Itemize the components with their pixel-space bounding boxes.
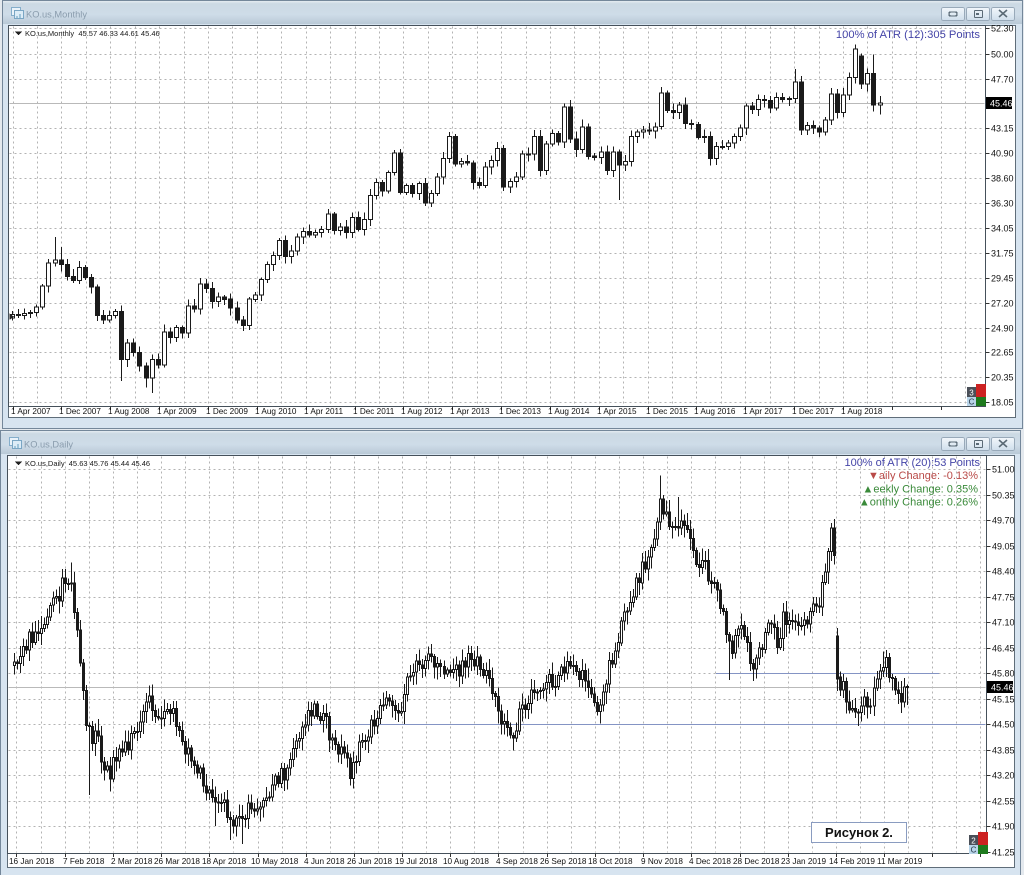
svg-text:1 Dec 2015: 1 Dec 2015 (646, 407, 688, 416)
svg-text:▼aily Change: -0.13%: ▼aily Change: -0.13% (868, 470, 978, 482)
svg-text:1 Apr 2011: 1 Apr 2011 (304, 407, 343, 416)
svg-text:KO.us,Daily: KO.us,Daily (24, 440, 73, 450)
svg-text:4 Dec 2018: 4 Dec 2018 (689, 857, 731, 866)
svg-text:23 Jan 2019: 23 Jan 2019 (781, 857, 827, 866)
svg-text:26 Mar 2018: 26 Mar 2018 (154, 857, 200, 866)
svg-text:4 Jun 2018: 4 Jun 2018 (304, 857, 345, 866)
svg-text:50.00: 50.00 (991, 50, 1014, 60)
svg-text:47.70: 47.70 (991, 75, 1014, 85)
svg-text:KO.us,Monthly: KO.us,Monthly (26, 10, 87, 20)
svg-text:51.00: 51.00 (992, 465, 1015, 475)
svg-text:▲eekly Change: 0.35%: ▲eekly Change: 0.35% (863, 484, 979, 496)
svg-text:49.05: 49.05 (992, 542, 1015, 552)
svg-text:1 Aug 2014: 1 Aug 2014 (548, 407, 590, 416)
svg-text:44.50: 44.50 (992, 720, 1015, 730)
svg-text:34.05: 34.05 (991, 224, 1014, 234)
svg-text:1 Dec 2007: 1 Dec 2007 (59, 407, 101, 416)
svg-text:41.90: 41.90 (992, 822, 1015, 832)
svg-text:7 Feb 2018: 7 Feb 2018 (63, 857, 105, 866)
svg-text:29.45: 29.45 (991, 274, 1014, 284)
svg-text:31.75: 31.75 (991, 249, 1014, 259)
svg-text:1 Apr 2009: 1 Apr 2009 (157, 407, 197, 416)
svg-text:1 Apr 2015: 1 Apr 2015 (597, 407, 637, 416)
svg-text:Рисунок 2.: Рисунок 2. (825, 825, 893, 840)
svg-text:10 May 2018: 10 May 2018 (251, 857, 299, 866)
svg-text:1 Dec 2017: 1 Dec 2017 (792, 407, 834, 416)
svg-text:▲onthly Change: 0.26%: ▲onthly Change: 0.26% (859, 497, 978, 509)
svg-text:100% of ATR (20):53 Points: 100% of ATR (20):53 Points (844, 457, 980, 469)
svg-text:1 Apr 2007: 1 Apr 2007 (11, 407, 51, 416)
svg-text:45.15: 45.15 (992, 695, 1015, 705)
svg-text:1 Dec 2009: 1 Dec 2009 (206, 407, 248, 416)
svg-text:43.85: 43.85 (992, 746, 1015, 756)
svg-text:24.90: 24.90 (991, 324, 1014, 334)
svg-text:20.35: 20.35 (991, 373, 1014, 383)
svg-text:3: 3 (969, 389, 974, 398)
svg-text:28 Dec 2018: 28 Dec 2018 (733, 857, 780, 866)
svg-text:18 Apr 2018: 18 Apr 2018 (202, 857, 247, 866)
svg-text:16 Jan 2018: 16 Jan 2018 (9, 857, 55, 866)
svg-text:4 Sep 2018: 4 Sep 2018 (496, 857, 538, 866)
svg-text:45.80: 45.80 (992, 669, 1015, 679)
svg-text:KO.us,Monthly 45.57 46.33 44.: KO.us,Monthly 45.57 46.33 44.61 45.46 (25, 29, 160, 38)
svg-text:52.30: 52.30 (991, 24, 1014, 34)
svg-text:11 Mar 2019: 11 Mar 2019 (877, 857, 923, 866)
svg-text:1 Apr 2017: 1 Apr 2017 (743, 407, 783, 416)
svg-text:43.20: 43.20 (992, 771, 1015, 781)
svg-text:49.70: 49.70 (992, 516, 1015, 526)
svg-text:27.20: 27.20 (991, 299, 1014, 309)
svg-text:1 Aug 2018: 1 Aug 2018 (841, 407, 883, 416)
svg-text:47.10: 47.10 (992, 618, 1015, 628)
svg-text:1 Aug 2008: 1 Aug 2008 (108, 407, 150, 416)
svg-text:1 Apr 2013: 1 Apr 2013 (450, 407, 490, 416)
svg-text:47.75: 47.75 (992, 593, 1015, 603)
svg-text:41.25: 41.25 (992, 848, 1015, 858)
svg-text:45.46: 45.46 (991, 683, 1014, 693)
svg-text:26 Jun 2018: 26 Jun 2018 (347, 857, 393, 866)
svg-text:50.35: 50.35 (992, 491, 1015, 501)
svg-text:14 Feb 2019: 14 Feb 2019 (829, 857, 875, 866)
svg-text:1 Aug 2012: 1 Aug 2012 (401, 407, 443, 416)
svg-text:38.60: 38.60 (991, 174, 1014, 184)
svg-text:2 Mar 2018: 2 Mar 2018 (111, 857, 153, 866)
svg-text:2: 2 (971, 837, 976, 846)
svg-text:1 Dec 2011: 1 Dec 2011 (353, 407, 395, 416)
svg-text:43.15: 43.15 (991, 124, 1014, 134)
svg-text:KO.us,Daily 45.63 45.76 45.44: KO.us,Daily 45.63 45.76 45.44 45.46 (25, 459, 150, 468)
svg-text:48.40: 48.40 (992, 567, 1015, 577)
svg-text:1 Aug 2010: 1 Aug 2010 (255, 407, 297, 416)
svg-text:C: C (969, 398, 975, 407)
svg-text:42.55: 42.55 (992, 797, 1015, 807)
svg-text:19 Jul 2018: 19 Jul 2018 (395, 857, 438, 866)
svg-text:9 Nov 2018: 9 Nov 2018 (641, 857, 683, 866)
svg-text:18 Oct 2018: 18 Oct 2018 (588, 857, 633, 866)
svg-text:26 Sep 2018: 26 Sep 2018 (540, 857, 587, 866)
svg-text:22.65: 22.65 (991, 348, 1014, 358)
svg-text:36.30: 36.30 (991, 199, 1014, 209)
svg-text:1 Dec 2013: 1 Dec 2013 (499, 407, 541, 416)
svg-text:46.45: 46.45 (992, 644, 1015, 654)
svg-text:C: C (971, 846, 977, 855)
svg-text:100% of ATR (12):305 Points: 100% of ATR (12):305 Points (836, 29, 980, 41)
svg-text:40.90: 40.90 (991, 149, 1014, 159)
svg-text:45.46: 45.46 (990, 99, 1013, 109)
svg-text:18.05: 18.05 (991, 398, 1014, 408)
svg-text:10 Aug 2018: 10 Aug 2018 (443, 857, 489, 866)
svg-text:1 Aug 2016: 1 Aug 2016 (694, 407, 736, 416)
